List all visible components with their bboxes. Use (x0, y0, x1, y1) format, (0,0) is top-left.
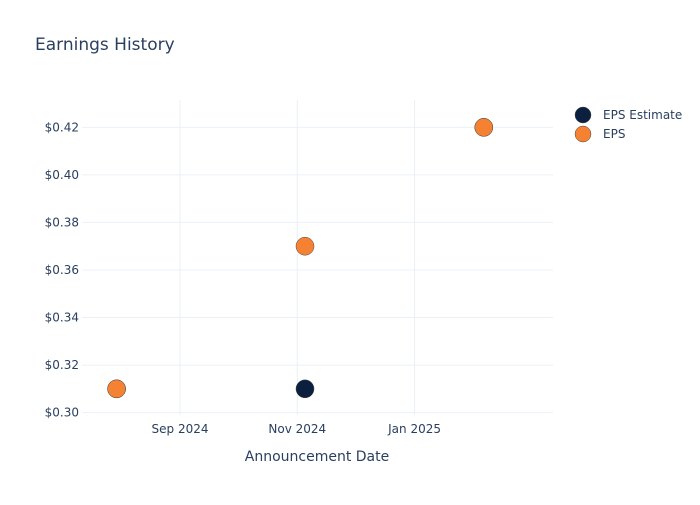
x-tick-label: Nov 2024 (268, 422, 326, 436)
y-tick-label: $0.34 (45, 311, 79, 325)
y-tick-label: $0.42 (45, 120, 79, 134)
legend-label: EPS Estimate (603, 108, 682, 122)
eps-point (474, 118, 494, 137)
tick-labels: Sep 2024 Nov 2024 Jan 2025 $0.30 $0.32 $0.34 $… (45, 120, 441, 436)
x-tick-label: Sep 2024 (152, 422, 209, 436)
eps-point (295, 236, 315, 256)
y-tick-label: $0.40 (45, 168, 79, 182)
legend-label: EPS (603, 127, 625, 141)
x-axis-title: Announcement Date (245, 449, 389, 465)
data-points (107, 118, 494, 399)
eps-point (107, 379, 126, 399)
legend-item-eps-estimate[interactable]: EPS Estimate (574, 106, 682, 124)
grid-layer (82, 100, 553, 415)
x-tick-label: Jan 2025 (387, 422, 441, 436)
legend-item-eps[interactable]: EPS (574, 125, 625, 143)
y-tick-label: $0.36 (45, 263, 79, 277)
y-tick-label: $0.32 (45, 358, 79, 372)
legend[interactable]: EPS Estimate EPS (574, 106, 682, 143)
y-tick-label: $0.38 (45, 215, 79, 229)
legend-marker (574, 125, 592, 143)
legend-marker (574, 106, 592, 124)
y-tick-label: $0.30 (45, 406, 79, 420)
eps-estimate-point (295, 379, 315, 399)
chart-title: Earnings History (35, 35, 175, 55)
